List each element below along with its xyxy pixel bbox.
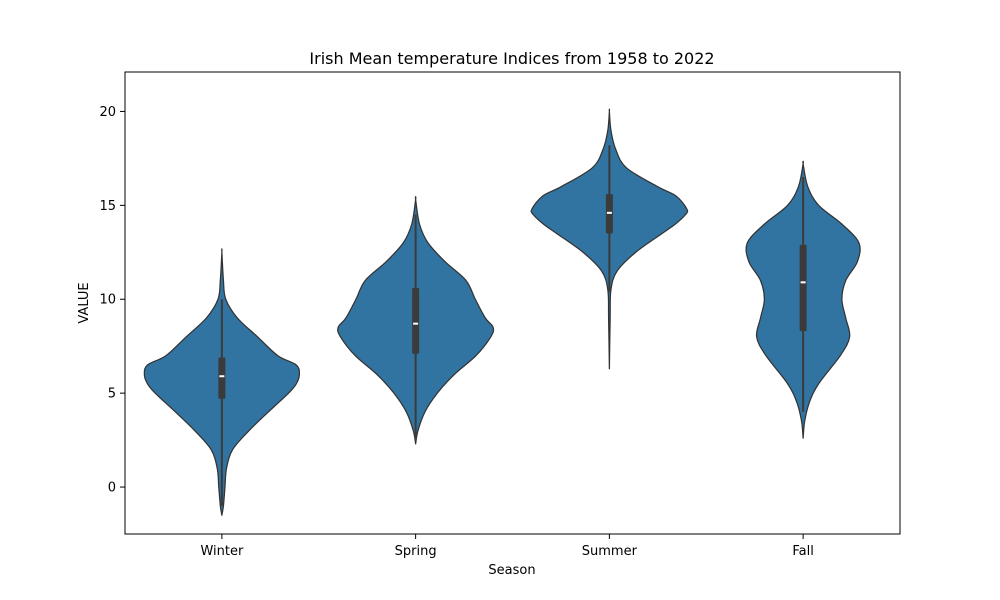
y-axis: 0 5 10 15 20 (99, 105, 125, 496)
x-tick-label: Summer (582, 544, 638, 559)
x-tick-label: Fall (792, 544, 813, 559)
x-axis-label: Season (488, 563, 535, 578)
x-tick-label: Spring (395, 544, 437, 559)
y-tick-label: 5 (108, 387, 116, 402)
y-tick-label: 0 (108, 481, 116, 496)
y-tick-label: 10 (99, 293, 116, 308)
x-axis: Winter Spring Summer Fall (200, 534, 814, 559)
plot-frame (124, 71, 901, 535)
x-tick-label: Winter (200, 544, 244, 559)
y-axis-label: VALUE (77, 282, 92, 323)
y-tick-label: 20 (99, 105, 116, 120)
y-tick-label: 15 (99, 199, 116, 214)
violins-group (143, 108, 861, 516)
iqr-box-winter (218, 357, 226, 399)
iqr-box-fall (799, 244, 807, 332)
chart-title: Irish Mean temperature Indices from 1958… (309, 49, 714, 68)
iqr-box-spring (412, 287, 420, 354)
